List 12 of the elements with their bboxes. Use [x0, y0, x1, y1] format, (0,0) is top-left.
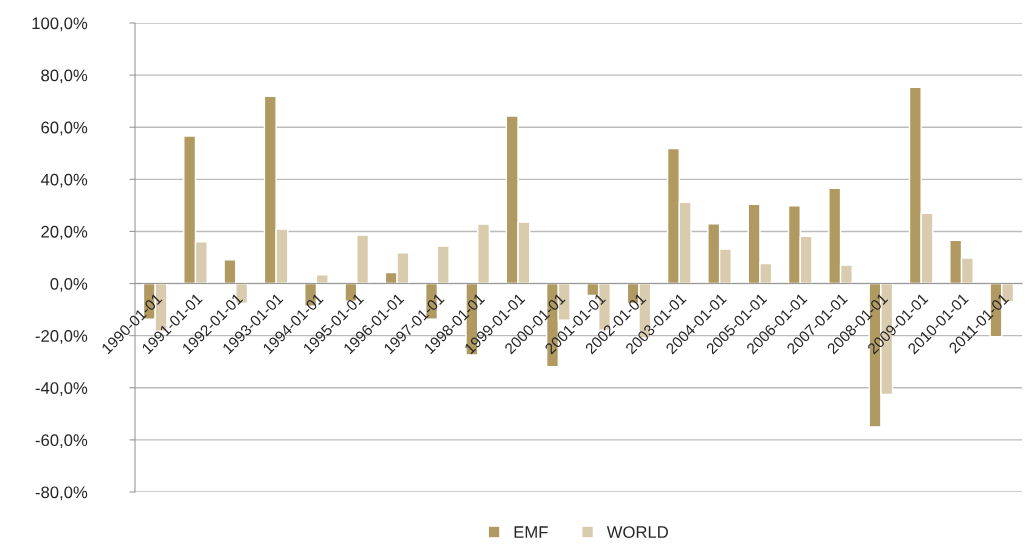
y-tick-label: 20,0% [41, 225, 88, 240]
y-tick-label: -40,0% [35, 382, 88, 396]
legend-label: WORLD [606, 526, 668, 538]
legend-label: EMF [514, 526, 548, 538]
y-tick-label: 0,0% [50, 277, 88, 292]
y-tick-label: 80,0% [41, 69, 88, 84]
y-tick-label: 40,0% [40, 173, 88, 188]
y-tick-label: 60,0% [41, 121, 88, 136]
y-tick-label: -60,0% [35, 434, 88, 449]
y-tick-label: -80,0% [35, 486, 88, 501]
y-tick-label: 100,0% [32, 17, 88, 32]
y-tick-label: -20,0% [35, 330, 88, 344]
